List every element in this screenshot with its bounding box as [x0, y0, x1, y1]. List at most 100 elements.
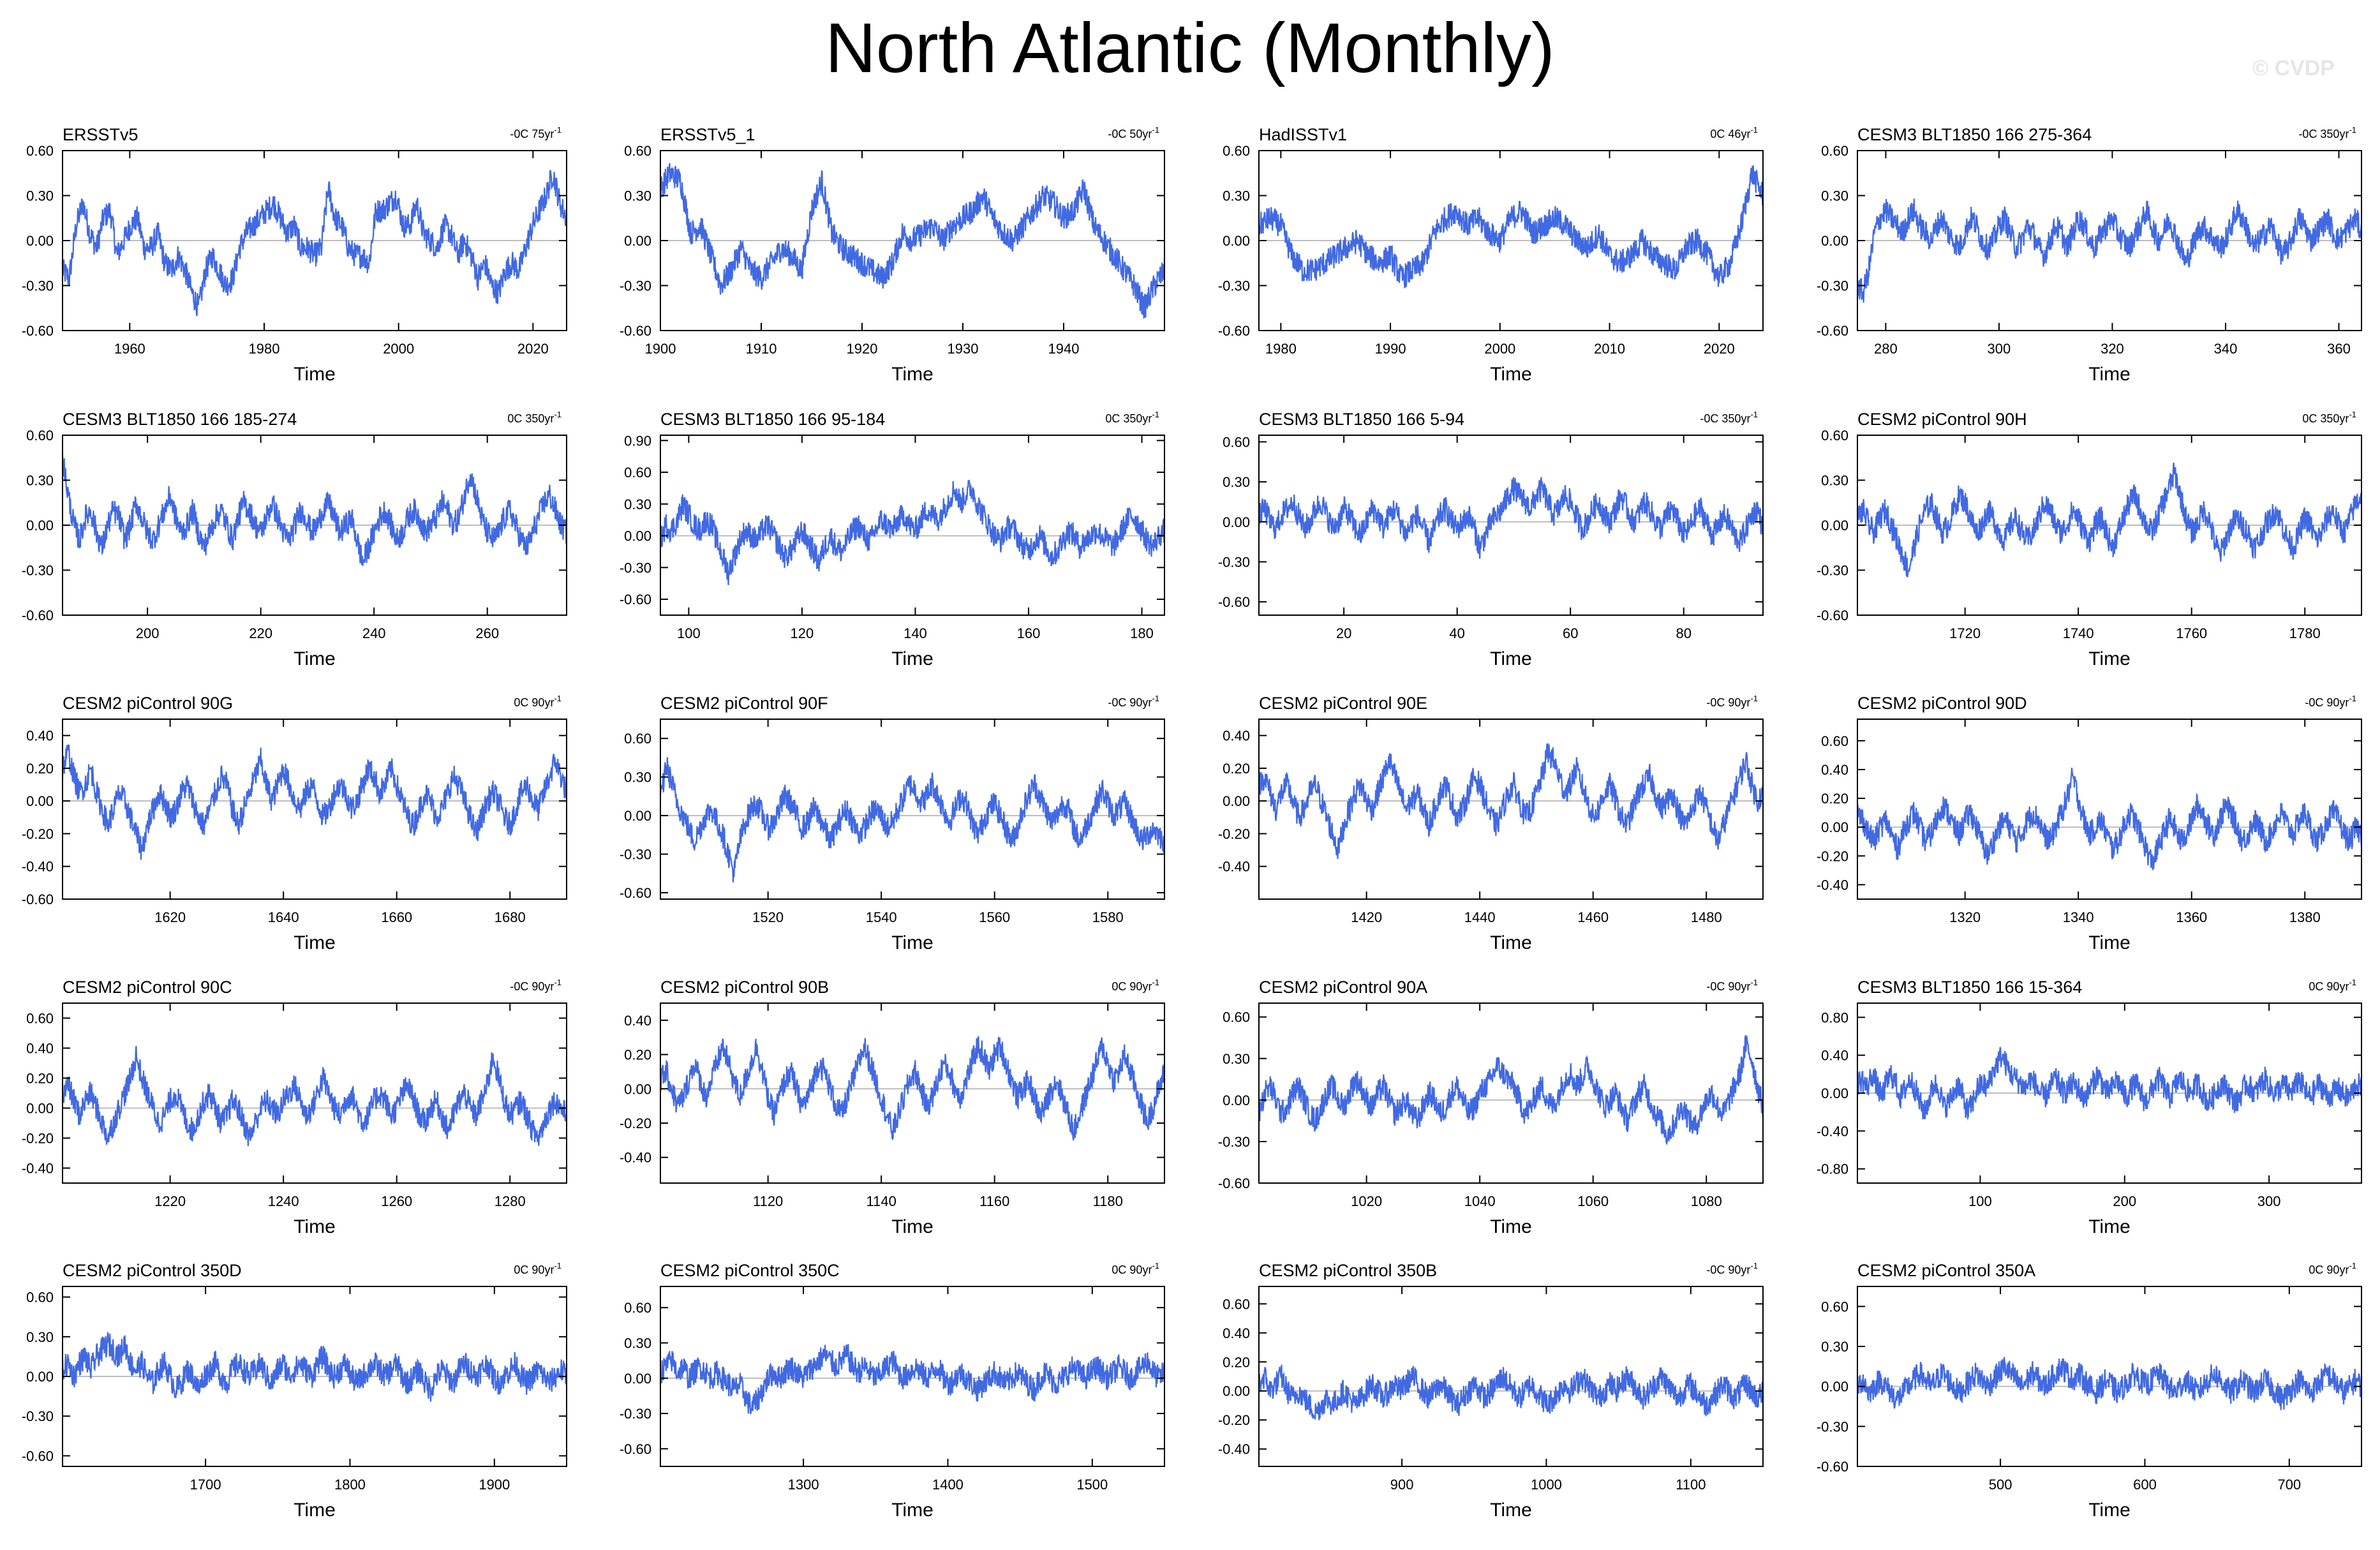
x-tick-label: 1980 — [1265, 341, 1297, 357]
x-axis-label: Time — [891, 1500, 933, 1521]
panel-title: CESM2 piControl 90E — [1259, 694, 1427, 713]
trend-label: -0C 50yr-1 — [1108, 125, 1159, 140]
x-tick-label: 1420 — [1351, 909, 1382, 925]
x-tick-label: 1000 — [1531, 1477, 1562, 1493]
x-tick-label: 140 — [904, 625, 927, 641]
y-tick-label: 0.40 — [1821, 762, 1848, 778]
panel-title: CESM2 piControl 350A — [1857, 1261, 2035, 1280]
y-tick-label: 0.00 — [26, 233, 54, 249]
y-tick-label: 0.60 — [624, 143, 651, 159]
x-tick-label: 1380 — [2289, 909, 2321, 925]
y-tick-label: 0.30 — [1223, 188, 1250, 204]
trend-label: -0C 90yr-1 — [2305, 694, 2356, 709]
y-tick-label: 0.00 — [1223, 1092, 1250, 1108]
x-axis-label: Time — [2088, 1216, 2131, 1237]
panel-title: CESM2 piControl 90B — [660, 978, 829, 997]
plot-frame — [660, 1286, 1165, 1467]
y-tick-label: -0.30 — [1218, 1134, 1250, 1150]
panel: -0.60 -0.30 0.00 0.30 0.60 1720 1740 1760 1780 CE… — [1817, 410, 2363, 669]
y-tick-label: 0.00 — [1821, 1085, 1848, 1101]
y-tick-label: 0.20 — [26, 1071, 54, 1087]
x-tick-label: 1740 — [2063, 625, 2094, 641]
y-tick-label: 0.60 — [1223, 1010, 1250, 1025]
y-tick-label: 0.00 — [624, 233, 651, 249]
y-tick-label: 0.60 — [1223, 1296, 1250, 1312]
plot-frame — [1857, 1286, 2362, 1467]
y-tick-label: 0.00 — [1223, 793, 1250, 809]
trend-label: -0C 90yr-1 — [1108, 694, 1159, 709]
y-tick-label: -0.60 — [620, 885, 651, 901]
x-tick-label: 1220 — [154, 1193, 186, 1209]
x-tick-label: 100 — [1968, 1193, 1992, 1209]
trend-label: 0C 350yr-1 — [1105, 410, 1159, 425]
y-tick-label: 0.00 — [624, 528, 651, 544]
x-axis-label: Time — [294, 932, 336, 953]
x-tick-label: 1800 — [334, 1477, 366, 1493]
x-axis-label: Time — [1490, 364, 1532, 385]
x-tick-label: 1340 — [2063, 909, 2094, 925]
y-tick-label: 0.30 — [624, 188, 651, 204]
y-tick-label: 0.40 — [1821, 1048, 1848, 1064]
panel: -0.40 -0.20 0.00 0.20 0.40 1120 1140 1160 1180 CE… — [620, 978, 1166, 1237]
y-tick-label: -0.40 — [22, 1161, 54, 1177]
y-tick-label: 0.00 — [1223, 233, 1250, 249]
y-tick-label: 0.20 — [26, 761, 54, 777]
y-tick-label: -0.30 — [1218, 278, 1250, 294]
x-axis-label: Time — [2088, 364, 2131, 385]
y-tick-label: -0.60 — [620, 592, 651, 607]
x-axis-label: Time — [1490, 932, 1532, 953]
page-title: North Atlantic (Monthly) — [825, 9, 1555, 87]
plot-frame — [660, 435, 1165, 616]
panel: -0.60 -0.30 0.00 0.30 0.60 1960 1980 2000 2020 ER… — [22, 125, 568, 385]
x-tick-label: 1540 — [866, 909, 897, 925]
x-tick-label: 900 — [1390, 1477, 1414, 1493]
y-tick-label: -0.60 — [22, 323, 54, 339]
x-axis-label: Time — [294, 364, 336, 385]
y-tick-label: 0.20 — [1223, 1354, 1250, 1370]
y-tick-label: -0.60 — [22, 1448, 54, 1464]
y-tick-label: 0.40 — [1223, 1325, 1250, 1341]
x-tick-label: 1560 — [979, 909, 1010, 925]
y-tick-label: 0.30 — [1223, 1051, 1250, 1067]
y-tick-label: -0.30 — [620, 847, 651, 863]
y-tick-label: 0.30 — [1821, 1339, 1848, 1355]
x-tick-label: 20 — [1336, 625, 1351, 641]
x-axis-label: Time — [891, 1216, 933, 1237]
x-tick-label: 1990 — [1375, 341, 1406, 357]
y-tick-label: 0.80 — [1821, 1010, 1848, 1025]
x-tick-label: 1660 — [381, 909, 412, 925]
y-tick-label: -0.60 — [620, 323, 651, 339]
x-tick-label: 1440 — [1464, 909, 1496, 925]
x-tick-label: 1260 — [381, 1193, 412, 1209]
trend-label: -0C 350yr-1 — [1700, 410, 1758, 425]
series-line — [61, 744, 568, 860]
y-tick-label: -0.20 — [22, 1131, 54, 1147]
panel-title: CESM2 piControl 90D — [1857, 694, 2027, 713]
y-tick-label: -0.60 — [620, 1441, 651, 1457]
y-tick-label: -0.40 — [1218, 859, 1250, 875]
y-tick-label: 0.60 — [26, 1290, 54, 1306]
panel: -0.60 -0.30 0.00 0.30 0.60 1520 1540 1560 1580 CE… — [620, 694, 1166, 953]
y-tick-label: 0.40 — [26, 728, 54, 744]
plot-frame — [660, 1002, 1165, 1184]
y-tick-label: -0.20 — [620, 1115, 651, 1131]
y-tick-label: 0.40 — [26, 1041, 54, 1057]
x-tick-label: 1680 — [495, 909, 526, 925]
y-tick-label: -0.80 — [1817, 1161, 1848, 1177]
panel: -0.60 -0.30 0.00 0.30 0.60 20 40 60 80 CESM3 BLT1… — [1218, 410, 1764, 669]
watermark: © CVDP — [2252, 56, 2335, 80]
x-tick-label: 1180 — [1093, 1193, 1123, 1209]
x-tick-label: 1520 — [752, 909, 784, 925]
x-axis-label: Time — [2088, 648, 2131, 669]
trend-label: -0C 350yr-1 — [2298, 125, 2356, 140]
panel: -0.40 -0.20 0.00 0.20 0.40 0.60 1220 1240 1260 12… — [22, 978, 568, 1237]
y-tick-label: 0.60 — [1821, 733, 1848, 749]
x-tick-label: 320 — [2101, 341, 2124, 357]
series-line — [1258, 1034, 1764, 1145]
y-tick-label: 0.00 — [26, 1101, 54, 1117]
panel: -0.60 -0.30 0.00 0.30 0.60 200 220 240 260 CESM3 … — [22, 410, 567, 669]
x-tick-label: 1720 — [1949, 625, 1981, 641]
y-tick-label: -0.30 — [1817, 278, 1848, 294]
y-tick-label: -0.40 — [22, 859, 54, 875]
x-axis-label: Time — [891, 364, 933, 385]
